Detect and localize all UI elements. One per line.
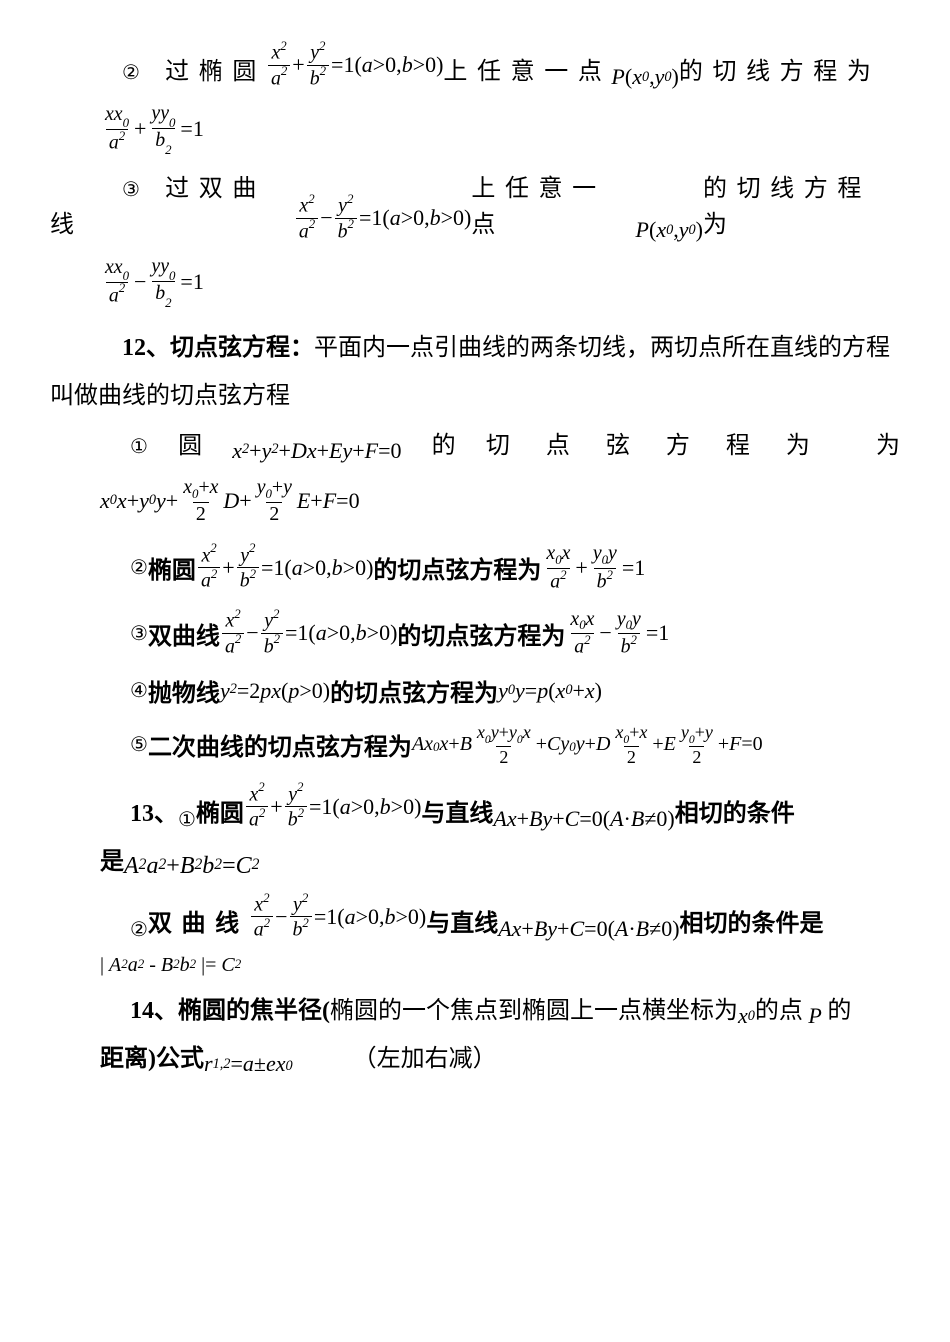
text: ③ 过双曲线 bbox=[50, 171, 294, 243]
ellipse-tangent-formula: xx0a2 + yy0b2 =1 bbox=[100, 102, 900, 155]
pre: 抛物线 bbox=[148, 673, 220, 708]
section-14-line2: 距离)公式 r1,2=a±ex0 （左加右减） bbox=[100, 1041, 900, 1077]
eq: x2a2− y2b2=1(a>0,b>0) bbox=[249, 892, 426, 942]
body3: 的 bbox=[827, 993, 851, 1029]
post: 的切点弦方程为 bbox=[373, 550, 541, 585]
text: 上任意一点 bbox=[471, 171, 635, 243]
circ: ⑤ bbox=[130, 732, 148, 757]
focal-radius: r1,2=a±ex0 bbox=[204, 1051, 293, 1077]
circ: ③ bbox=[130, 621, 148, 646]
circ: ② bbox=[130, 555, 148, 580]
title: 14、椭圆的焦半径( bbox=[130, 993, 330, 1029]
point-p: P(x0,y0) bbox=[636, 217, 703, 243]
item-12-2: ② 椭圆 x2a2+ y2b2=1(a>0,b>0) 的切点弦方程为 x0xa2… bbox=[130, 542, 900, 594]
item-hyperbola-tangent: ③ 过双曲线 x2a2 − y2b2 =1(a>0,b>0) 上任意一点 P(x… bbox=[50, 171, 900, 243]
text: ② 过椭圆 bbox=[50, 54, 266, 90]
circ: ④ bbox=[130, 678, 148, 703]
chord: y0y=p(x0+x) bbox=[498, 678, 602, 704]
text: 的切线方程为 bbox=[679, 54, 881, 90]
note: （左加右减） bbox=[353, 1041, 497, 1077]
hyperbola-tangent-formula: xx0a2 − yy0b2 =1 bbox=[100, 255, 900, 308]
circ: ② bbox=[130, 917, 148, 942]
ellipse-eq: x2a2 + y2b2 =1(a>0,b>0) bbox=[266, 40, 443, 90]
is: 是 bbox=[100, 844, 124, 880]
item-ellipse-tangent: ② 过椭圆 x2a2 + y2b2 =1(a>0,b>0) 上任意一点 P(x0… bbox=[50, 40, 900, 90]
line-eq: Ax+By+C=0(A·B≠0) bbox=[493, 806, 674, 832]
pre: 椭圆 bbox=[148, 550, 196, 585]
post: 的切点弦方程为 bbox=[330, 673, 498, 708]
pre: 椭圆 bbox=[196, 796, 244, 832]
line-eq: Ax+By+C=0(A·B≠0) bbox=[498, 916, 679, 942]
section-12-heading: 12、切点弦方程：平面内一点引曲线的两条切线，两切点所在直线的方程叫做曲线的切点… bbox=[50, 324, 900, 420]
mid: 与直线 bbox=[426, 906, 498, 942]
heading-title: 12、切点弦方程： bbox=[122, 335, 314, 361]
post: 切点弦方程为 bbox=[486, 428, 846, 464]
chord: x0xa2+ y0yb2=1 bbox=[541, 542, 645, 594]
post: 相切的条件 bbox=[675, 796, 795, 832]
post: 相切的条件是 bbox=[680, 906, 824, 942]
circle-chord-formula: x0x+y0y+ x0+x2D+ y0+y2E+F=0 bbox=[100, 476, 900, 526]
item-13-1: 13、 ① 椭圆 x2a2+ y2b2=1(a>0,b>0) 与直线 Ax+By… bbox=[130, 782, 900, 832]
item-12-4: ④ 抛物线 y2=2px(p>0) 的切点弦方程为 y0y=p(x0+x) bbox=[130, 673, 900, 708]
eq: x2a2− y2b2=1(a>0,b>0) bbox=[220, 608, 397, 658]
tail: 为 bbox=[876, 428, 900, 464]
mid: 与直线 bbox=[421, 796, 493, 832]
title: 13、 bbox=[130, 796, 178, 832]
x0: x0 bbox=[738, 1003, 755, 1029]
section-14: 14、椭圆的焦半径( 椭圆的一个焦点到椭圆上一点横坐标为 x0 的点 P 的 bbox=[130, 993, 900, 1029]
hyperbola-eq: x2a2 − y2b2 =1(a>0,b>0) bbox=[294, 193, 471, 243]
chord: Ax0x+B x0y+y0x2 +Cy0y+D x0+x2 +E y0+y2 +… bbox=[412, 722, 763, 768]
text: 的切线方程为 bbox=[703, 171, 900, 243]
text: 上任意一点 bbox=[443, 54, 611, 90]
cond: A2a2+B2b2=C2 bbox=[124, 853, 259, 880]
pre: 二次曲线的切点弦方程为 bbox=[148, 727, 412, 762]
chord: x0xa2− y0yb2=1 bbox=[565, 608, 669, 660]
item-12-1: ① 圆 x2+y2+Dx+Ey+F=0 的 切点弦方程为 为 bbox=[50, 428, 900, 464]
pre: 双曲线 bbox=[148, 906, 249, 942]
circ: ① bbox=[130, 428, 148, 464]
item-12-3: ③ 双曲线 x2a2− y2b2=1(a>0,b>0) 的切点弦方程为 x0xa… bbox=[130, 608, 900, 660]
point-p: P(x0,y0) bbox=[611, 64, 678, 90]
item-12-5: ⑤ 二次曲线的切点弦方程为 Ax0x+B x0y+y0x2 +Cy0y+D x0… bbox=[130, 722, 900, 768]
eq: x2a2+ y2b2=1(a>0,b>0) bbox=[196, 543, 373, 593]
pre: 圆 bbox=[178, 428, 202, 464]
mid: 的 bbox=[432, 428, 456, 464]
P: P bbox=[803, 1003, 827, 1029]
item-13-2-cond: | A2a2 - B2b2 |= C2 bbox=[100, 954, 900, 977]
post: 的切点弦方程为 bbox=[397, 616, 565, 651]
item-13-2: ② 双曲线 x2a2− y2b2=1(a>0,b>0) 与直线 Ax+By+C=… bbox=[130, 892, 900, 942]
body4: 距离)公式 bbox=[100, 1041, 204, 1077]
eq: x2a2+ y2b2=1(a>0,b>0) bbox=[244, 782, 421, 832]
body1: 椭圆的一个焦点到椭圆上一点横坐标为 bbox=[330, 993, 738, 1029]
circ: ① bbox=[178, 807, 196, 832]
body2: 的点 bbox=[755, 993, 803, 1029]
item-13-1-cond: 是 A2a2+B2b2=C2 bbox=[100, 844, 900, 880]
pre: 双曲线 bbox=[148, 616, 220, 651]
circle-eq: x2+y2+Dx+Ey+F=0 bbox=[232, 438, 401, 464]
eq: y2=2px(p>0) bbox=[220, 678, 330, 704]
